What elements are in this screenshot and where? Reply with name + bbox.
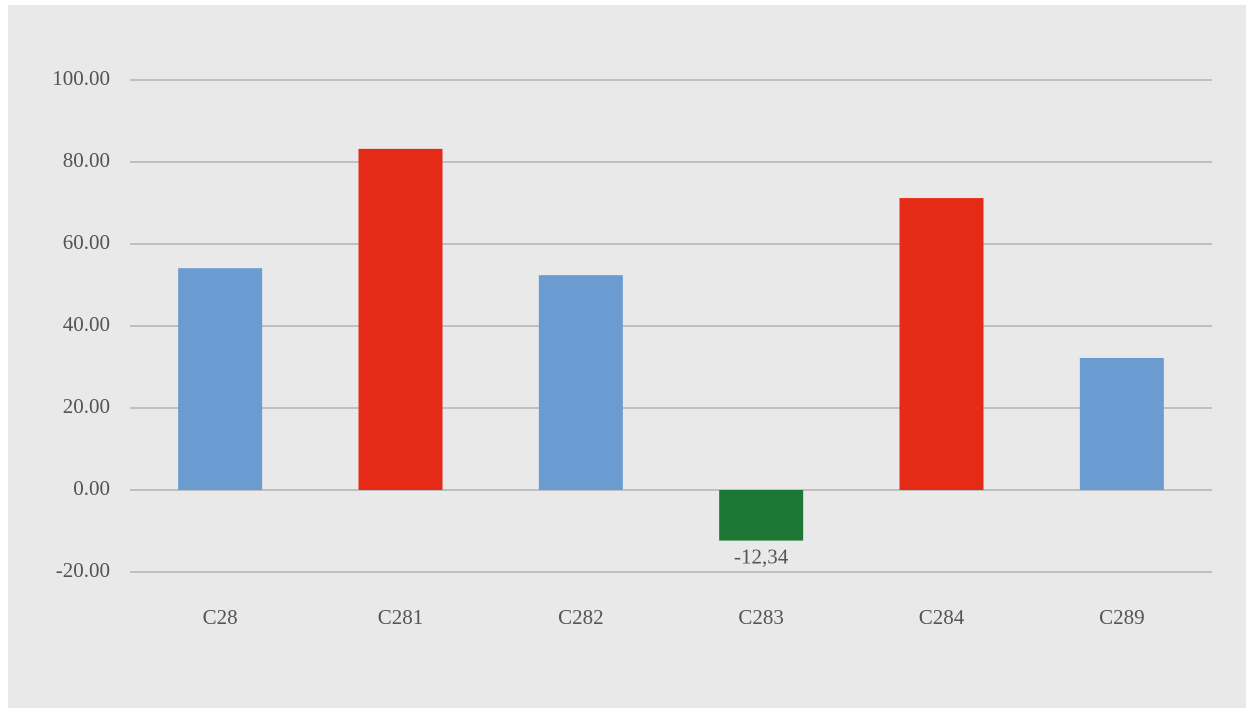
x-tick-label: C289 [1099,605,1145,629]
bar [719,490,804,541]
y-tick-label: 20.00 [63,394,110,418]
y-tick-label: 100.00 [52,66,110,90]
y-tick-label: 60.00 [63,230,110,254]
x-tick-label: C281 [378,605,424,629]
bar [899,198,984,490]
x-tick-label: C282 [558,605,604,629]
bar [178,268,263,490]
x-tick-label: C28 [203,605,238,629]
bar [1079,357,1164,490]
x-tick-label: C284 [919,605,965,629]
data-label: -12,34 [734,544,789,568]
y-tick-label: 40.00 [63,312,110,336]
y-tick-label: 80.00 [63,148,110,172]
bar [358,148,443,490]
y-tick-label: 0.00 [73,476,110,500]
y-tick-label: -20.00 [56,558,110,582]
x-tick-label: C283 [738,605,784,629]
bar [538,275,623,490]
